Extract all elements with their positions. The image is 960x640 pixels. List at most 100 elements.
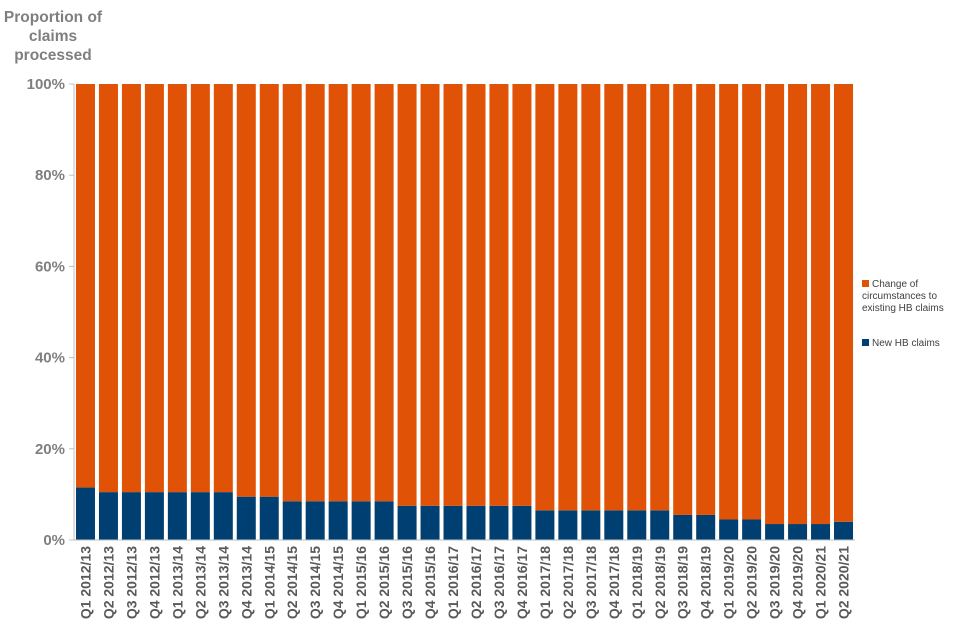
bar-change-of-circumstances	[305, 84, 325, 502]
bar-change-of-circumstances	[144, 84, 164, 493]
legend-label-change-of-circumstances: Change of circumstances to existing HB c…	[862, 279, 944, 314]
x-tick-label: Q4 2017/18	[606, 546, 622, 619]
y-tick-label: 80%	[35, 167, 65, 184]
y-tick-label: 20%	[35, 441, 65, 458]
bar-new-hb-claims	[351, 501, 371, 540]
x-tick-label: Q2 2014/15	[284, 546, 300, 619]
bar-new-hb-claims	[144, 492, 164, 540]
bar-change-of-circumstances	[75, 84, 95, 488]
x-tick-label: Q3 2013/14	[215, 546, 231, 619]
bar-change-of-circumstances	[489, 84, 509, 506]
bar-change-of-circumstances	[98, 84, 118, 493]
bar-change-of-circumstances	[719, 84, 739, 520]
x-tick-label: Q1 2012/13	[77, 546, 93, 619]
bar-new-hb-claims	[466, 505, 486, 540]
x-tick-label: Q2 2016/17	[468, 546, 484, 619]
x-tick-label: Q2 2018/19	[652, 546, 668, 619]
x-tick-label: Q2 2020/21	[836, 546, 852, 619]
bar-new-hb-claims	[719, 519, 739, 540]
bar-new-hb-claims	[420, 505, 440, 540]
x-tick-label: Q2 2019/20	[744, 546, 760, 619]
x-tick-label: Q1 2018/19	[629, 546, 645, 619]
y-tick-label: 40%	[35, 350, 65, 367]
y-tick-label: 60%	[35, 258, 65, 275]
bar-new-hb-claims	[75, 487, 95, 540]
x-tick-label: Q4 2016/17	[514, 546, 530, 619]
bar-change-of-circumstances	[627, 84, 647, 511]
x-tick-label: Q4 2018/19	[698, 546, 714, 619]
bar-change-of-circumstances	[420, 84, 440, 506]
x-tick-label: Q3 2015/16	[399, 546, 415, 619]
bar-new-hb-claims	[305, 501, 325, 540]
x-tick-label: Q4 2012/13	[146, 546, 162, 619]
x-tick-label: Q2 2015/16	[376, 546, 392, 619]
bar-new-hb-claims	[604, 510, 624, 540]
x-tick-label: Q4 2013/14	[238, 546, 254, 619]
bar-change-of-circumstances	[167, 84, 187, 493]
bar-new-hb-claims	[512, 505, 532, 540]
bar-new-hb-claims	[696, 514, 716, 540]
legend-swatch-change-of-circumstances	[862, 280, 869, 287]
bar-new-hb-claims	[443, 505, 463, 540]
bar-change-of-circumstances	[512, 84, 532, 506]
bar-change-of-circumstances	[650, 84, 670, 511]
x-tick-label: Q1 2015/16	[353, 546, 369, 619]
bar-change-of-circumstances	[535, 84, 555, 511]
bar-new-hb-claims	[650, 510, 670, 540]
bar-new-hb-claims	[121, 492, 141, 540]
bar-new-hb-claims	[259, 496, 279, 540]
x-tick-label: Q4 2015/16	[422, 546, 438, 619]
x-tick-label: Q4 2019/20	[790, 546, 806, 619]
bar-change-of-circumstances	[259, 84, 279, 497]
bar-change-of-circumstances	[788, 84, 808, 525]
x-tick-label: Q2 2012/13	[100, 546, 116, 619]
bar-new-hb-claims	[742, 519, 762, 540]
x-tick-label: Q3 2014/15	[307, 546, 323, 619]
x-tick-label: Q1 2014/15	[261, 546, 277, 619]
bar-new-hb-claims	[765, 524, 785, 540]
bar-change-of-circumstances	[351, 84, 371, 502]
bar-new-hb-claims	[535, 510, 555, 540]
x-tick-label: Q3 2012/13	[123, 546, 139, 619]
bar-change-of-circumstances	[282, 84, 302, 502]
x-tick-label: Q1 2013/14	[169, 546, 185, 619]
bar-new-hb-claims	[397, 505, 417, 540]
bar-change-of-circumstances	[581, 84, 601, 511]
bar-new-hb-claims	[282, 501, 302, 540]
legend-label-new-hb-claims: New HB claims	[872, 338, 940, 349]
bar-change-of-circumstances	[236, 84, 256, 497]
bar-change-of-circumstances	[765, 84, 785, 525]
bar-change-of-circumstances	[190, 84, 210, 493]
bar-new-hb-claims	[627, 510, 647, 540]
legend-item-new-hb-claims: New HB claims	[862, 338, 960, 350]
y-axis-title: Proportion of claims processed	[3, 9, 103, 64]
x-tick-label: Q3 2019/20	[767, 546, 783, 619]
x-tick-label: Q3 2016/17	[491, 546, 507, 619]
x-tick-label: Q1 2019/20	[721, 546, 737, 619]
bar-change-of-circumstances	[673, 84, 693, 515]
bar-change-of-circumstances	[397, 84, 417, 506]
x-tick-label: Q3 2017/18	[583, 546, 599, 619]
x-tick-label: Q1 2016/17	[445, 546, 461, 619]
legend-item-change-of-circumstances: Change of circumstances to existing HB c…	[862, 279, 960, 315]
y-tick-label: 0%	[43, 532, 65, 549]
bar-change-of-circumstances	[374, 84, 394, 502]
bar-change-of-circumstances	[121, 84, 141, 493]
bar-change-of-circumstances	[466, 84, 486, 506]
bar-new-hb-claims	[673, 514, 693, 540]
bar-new-hb-claims	[489, 505, 509, 540]
bar-change-of-circumstances	[696, 84, 716, 515]
bar-new-hb-claims	[167, 492, 187, 540]
bar-new-hb-claims	[236, 496, 256, 540]
x-tick-label: Q2 2013/14	[192, 546, 208, 619]
bar-new-hb-claims	[190, 492, 210, 540]
bar-new-hb-claims	[558, 510, 578, 540]
bar-change-of-circumstances	[558, 84, 578, 511]
x-tick-label: Q1 2017/18	[537, 546, 553, 619]
legend-swatch-new-hb-claims	[862, 339, 869, 346]
y-tick-label: 100%	[27, 76, 65, 93]
bar-new-hb-claims	[581, 510, 601, 540]
bar-change-of-circumstances	[742, 84, 762, 520]
bar-new-hb-claims	[788, 524, 808, 540]
